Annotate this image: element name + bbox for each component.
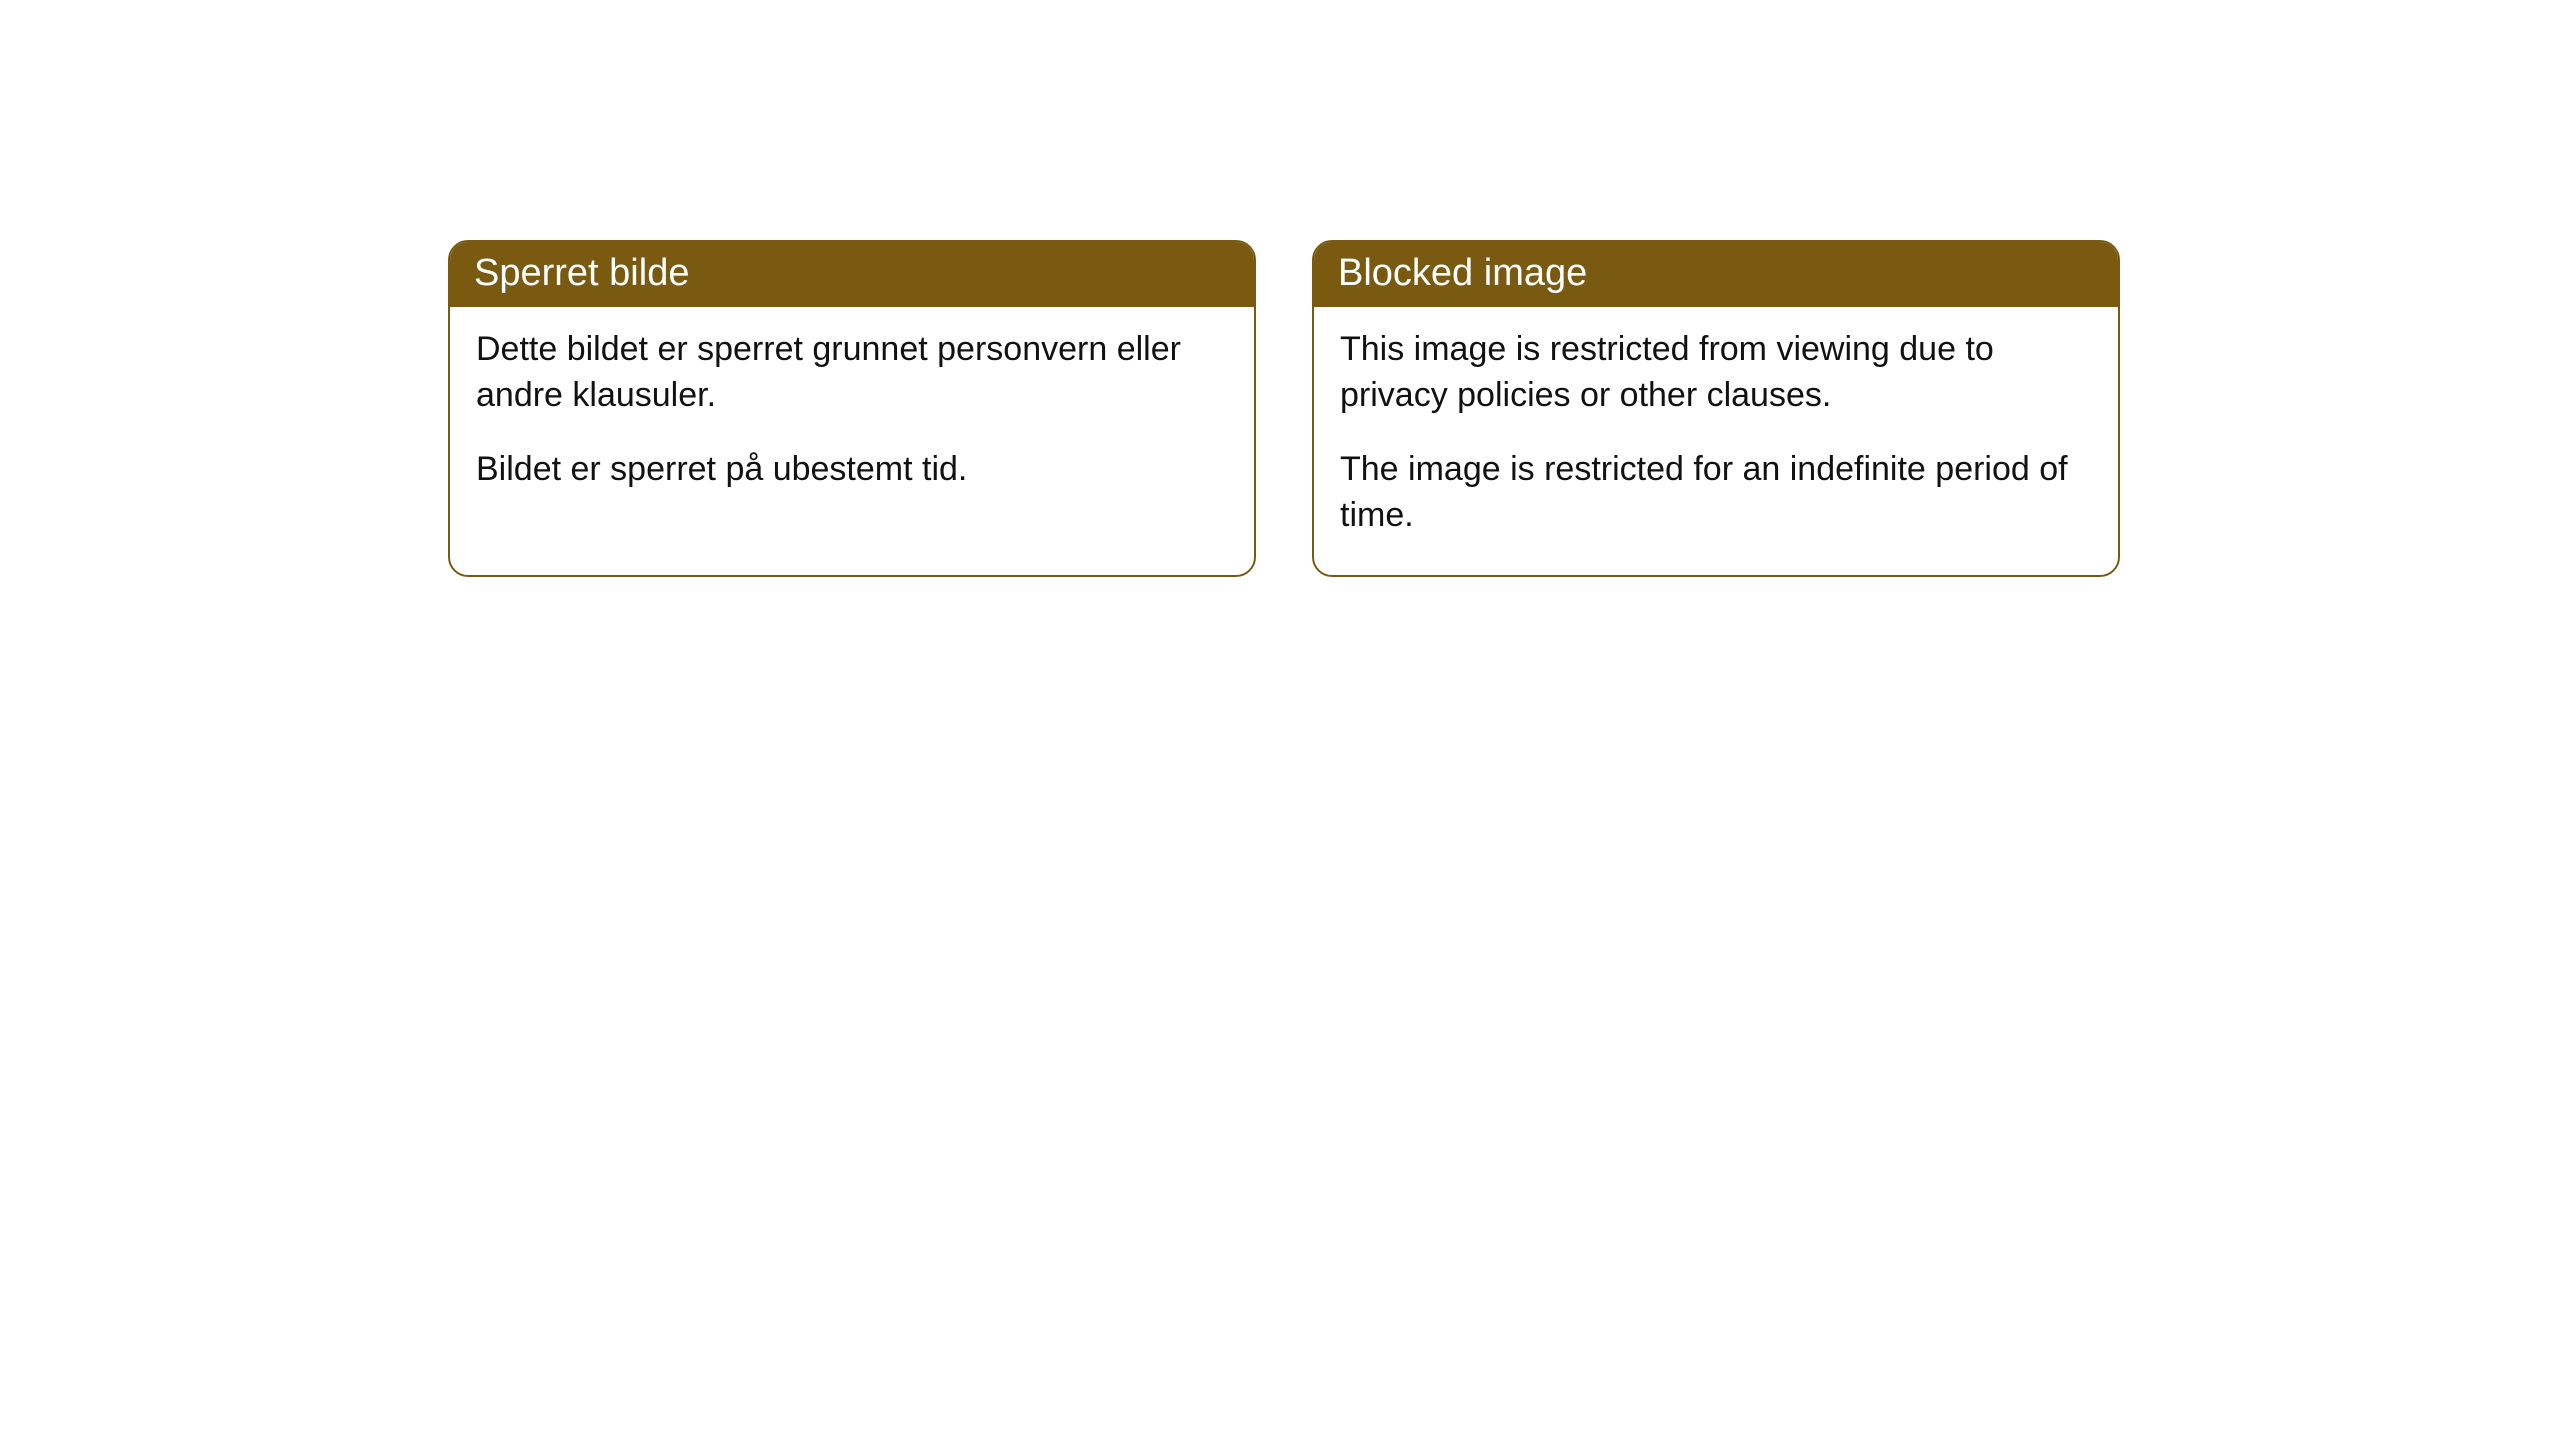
card-text-line1: Dette bildet er sperret grunnet personve… bbox=[476, 327, 1228, 419]
card-body: Dette bildet er sperret grunnet personve… bbox=[450, 307, 1254, 529]
card-text-line2: Bildet er sperret på ubestemt tid. bbox=[476, 447, 1228, 493]
card-text-line1: This image is restricted from viewing du… bbox=[1340, 327, 2092, 419]
notice-card-norwegian: Sperret bilde Dette bildet er sperret gr… bbox=[448, 240, 1256, 577]
notice-container: Sperret bilde Dette bildet er sperret gr… bbox=[448, 240, 2560, 577]
notice-card-english: Blocked image This image is restricted f… bbox=[1312, 240, 2120, 577]
card-body: This image is restricted from viewing du… bbox=[1314, 307, 2118, 575]
card-text-line2: The image is restricted for an indefinit… bbox=[1340, 447, 2092, 539]
card-title: Sperret bilde bbox=[450, 242, 1254, 307]
card-title: Blocked image bbox=[1314, 242, 2118, 307]
